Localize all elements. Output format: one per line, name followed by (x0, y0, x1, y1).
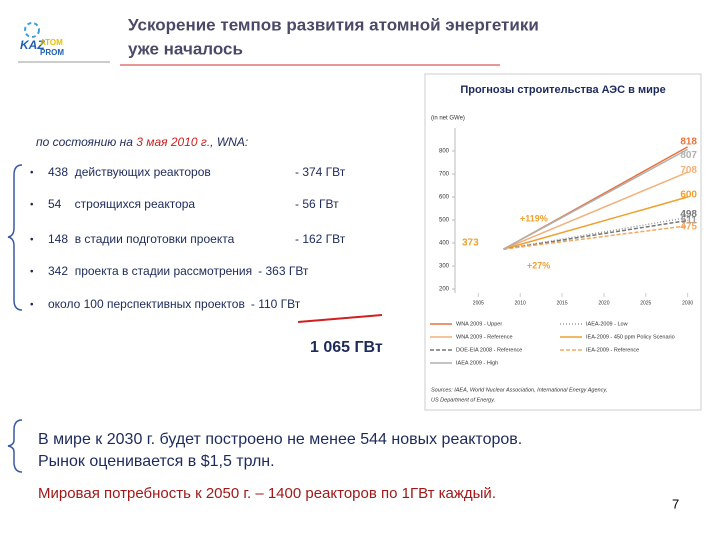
x-tick-label: 2010 (515, 300, 526, 306)
chart-frame (424, 73, 702, 411)
title-line: Ускорение темпов развития атомной энерге… (128, 15, 539, 34)
bullet-dot: • (30, 168, 34, 179)
forecast-line (503, 219, 688, 250)
x-tick-label: 2015 (557, 300, 568, 306)
bullet-capacity: - 374 ГВт (295, 165, 346, 179)
y-tick-label: 600 (439, 195, 450, 201)
end-value-label: 498 (680, 209, 697, 220)
end-value-label: 600 (680, 190, 697, 201)
conclusion-line: Рынок оценивается в $1,5 трлн. (38, 453, 275, 470)
legend-label: WNA 2009 - Upper (456, 321, 502, 327)
demand: Мировая потребность к 2050 г. – 1400 реа… (38, 485, 496, 502)
forecast-line (503, 171, 688, 250)
annotation: +119% (520, 213, 548, 223)
sources: Sources: IAEA, World Nuclear Association… (431, 387, 607, 393)
x-tick-label: 2025 (640, 300, 651, 306)
legend-label: WNA 2009 - Reference (456, 334, 513, 340)
end-value-label: 475 (680, 221, 697, 232)
legend-label: IEA-2009 - 450 ppm Policy Scenario (586, 334, 675, 340)
total: 1 065 ГВт (310, 339, 383, 356)
y-tick-label: 200 (439, 287, 450, 293)
title-line: уже началось (128, 39, 243, 58)
bullet-capacity: - 56 ГВт (295, 197, 339, 211)
end-value-label: 511 (681, 215, 698, 226)
legend-label: DOE-EIA 2008 - Reference (456, 347, 522, 353)
logo-prom: PROM (40, 48, 64, 57)
start-value-label: 373 (462, 238, 479, 249)
x-tick-label: 2020 (598, 300, 609, 306)
bullet-dot: • (30, 235, 34, 246)
bullet-capacity: - 363 ГВт (258, 264, 309, 278)
annotation: +27% (527, 260, 550, 270)
y-tick-label: 400 (439, 241, 450, 247)
page-number: 7 (672, 496, 679, 511)
forecast-line (503, 225, 688, 250)
end-value-label: 807 (680, 150, 697, 161)
conclusion-line: В мире к 2030 г. будет построено не мене… (38, 431, 522, 448)
bullet-list: • 438 действующих реакторов - 374 ГВт • 54 с… (30, 165, 346, 311)
bullet-text: 148 в стадии подготовки проекта (48, 232, 235, 246)
bullet-text: 438 действующих реакторов (48, 165, 211, 179)
bullet-dot: • (30, 300, 34, 311)
sources: US Department of Energy. (431, 397, 495, 403)
bullet-text: 342 проекта в стадии рассмотрения (48, 264, 252, 278)
logo-kaz: KAZ (20, 38, 45, 52)
forecast-line (503, 196, 688, 250)
end-value-label: 708 (680, 165, 697, 176)
logo-atom: ATOM (40, 38, 63, 47)
bullet-text: около 100 перспективных проектов (48, 297, 245, 311)
legend-label: IAEA 2009 - High (456, 360, 498, 366)
bullet-capacity: - 162 ГВт (295, 232, 346, 246)
logo-icon (24, 22, 40, 38)
total-rule (297, 314, 383, 323)
bullet-dot: • (30, 200, 34, 211)
bullet-dot: • (30, 267, 34, 278)
end-value-label: 818 (680, 137, 697, 148)
y-tick-label: 500 (439, 218, 450, 224)
y-axis-label: (in net GWe) (431, 116, 465, 122)
x-tick-label: 2005 (473, 300, 484, 306)
y-tick-label: 700 (439, 172, 450, 178)
status-prefix: по состоянию на (36, 135, 136, 149)
status: по состоянию на 3 мая 2010 г., WNA: (36, 135, 248, 149)
bracket (7, 164, 23, 311)
legend-label: IEA-2009 - Reference (586, 347, 639, 353)
chart-title: Прогнозы строительства АЭС в мире (460, 84, 665, 96)
y-tick-label: 800 (439, 149, 450, 155)
forecast-line (503, 216, 688, 250)
status-suffix: , WNA: (210, 135, 248, 149)
bracket (7, 419, 23, 473)
legend-label: IAEA-2009 - Low (586, 321, 628, 327)
x-tick-label: 2030 (682, 300, 693, 306)
y-tick-label: 300 (439, 264, 450, 270)
forecast-line (503, 148, 688, 250)
bullet-text: 54 строящихся реактора (48, 197, 195, 211)
status-date: 3 мая 2010 г. (136, 135, 210, 149)
bullet-capacity: - 110 ГВт (251, 297, 301, 311)
